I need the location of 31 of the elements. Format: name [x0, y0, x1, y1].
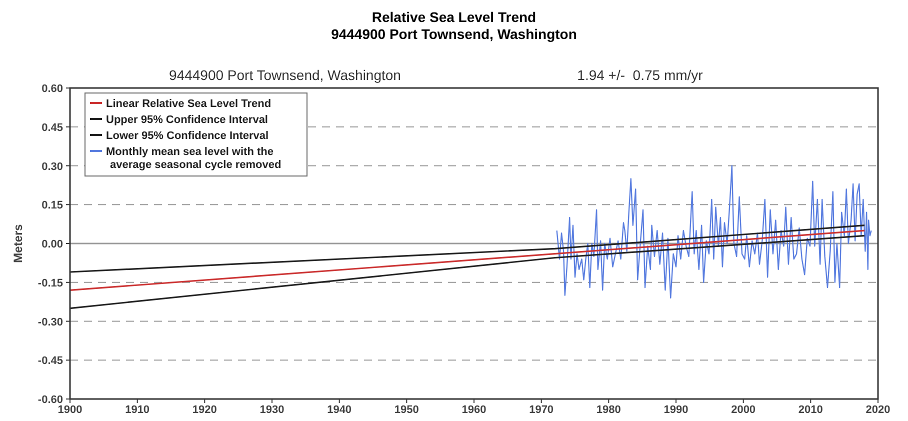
y-tick-label: 0.30: [42, 160, 63, 173]
chart-subtitle: 9444900 Port Townsend, Washington: [169, 67, 401, 83]
x-tick-label: 1990: [664, 404, 688, 416]
y-tick-label: 0.15: [42, 200, 63, 212]
x-tick-label: 1970: [529, 404, 554, 416]
line-series: [556, 165, 872, 299]
y-tick-label: 0.00: [42, 238, 63, 250]
x-tick-label: 1980: [596, 404, 621, 416]
x-tick-label: 1960: [462, 404, 486, 416]
y-axis-title: Meters: [11, 224, 25, 263]
y-tick-label: 0.60: [42, 83, 63, 95]
x-tick-label: 2020: [866, 404, 890, 416]
y-tick-label: -0.15: [38, 277, 63, 290]
y-tick-label: -0.45: [38, 355, 63, 368]
legend-label: Lower 95% Confidence Interval: [106, 130, 269, 142]
legend-label: Monthly mean sea level with the average seasonal cycle removed: [106, 146, 282, 171]
y-tick-label: -0.60: [38, 394, 63, 406]
x-tick-label: 2000: [731, 404, 756, 416]
x-tick-label: 1910: [125, 404, 150, 416]
x-tick-label: 1950: [394, 404, 419, 416]
legend-label: Linear Relative Sea Level Trend: [106, 98, 272, 110]
x-tick-label: 2010: [798, 404, 823, 416]
y-tick-label: 0.45: [42, 122, 63, 134]
legend-label: Upper 95% Confidence Interval: [106, 114, 268, 126]
x-tick-label: 1940: [327, 404, 352, 416]
x-tick-label: 1900: [58, 404, 82, 416]
y-tick-label: -0.30: [38, 316, 63, 328]
text: 1.94 +/- 0.75 mm/yr: [577, 67, 704, 83]
x-tick-label: 1920: [192, 404, 217, 416]
chart-title: Relative Sea Level Trend 9444900 Port Townsend, Washington: [331, 9, 577, 42]
x-tick-label: 1930: [260, 404, 284, 416]
